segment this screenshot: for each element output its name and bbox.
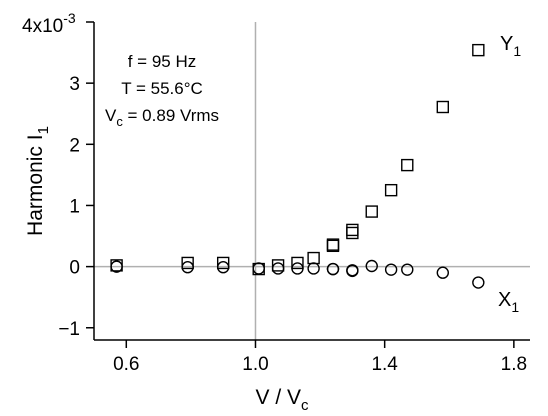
x1-circle-marker [307, 262, 320, 275]
annotation-frequency: f = 95 Hz [128, 52, 197, 71]
y-tick-label: 1 [69, 196, 80, 217]
y1-square-marker [307, 251, 320, 265]
x-tick-label: 0.6 [113, 354, 139, 375]
annotation-voltage: Vc = 0.89 Vrms [105, 106, 219, 129]
x-tick-label: 1.8 [501, 354, 527, 375]
y1-square-marker [216, 256, 230, 270]
x1-circle-marker [346, 264, 359, 278]
y1-square-marker [346, 226, 359, 240]
x1-circle-marker [216, 261, 230, 274]
y1-square-marker [326, 238, 340, 251]
x1-circle-marker [291, 262, 304, 275]
x-tick-label: 1.4 [371, 354, 398, 375]
y-scale-label: 4x10-3 [22, 10, 76, 37]
y-tick-label: 0 [69, 258, 80, 279]
y-tick-label: 3 [69, 74, 80, 95]
x1-circle-marker [436, 266, 449, 279]
series-label-x1: X1 [498, 289, 519, 315]
y1-square-marker [472, 43, 485, 57]
y1-square-marker [346, 223, 359, 237]
x1-circle-marker [472, 276, 485, 289]
y-tick-label: −1 [58, 319, 80, 340]
x-tick-label: 1.0 [242, 354, 268, 375]
y1-square-marker [384, 183, 398, 197]
x1-circle-marker [326, 262, 340, 276]
x1-circle-marker [401, 263, 414, 276]
x-ticks: 0.6 1.0 1.4 1.8 [113, 340, 527, 375]
x1-circle-marker [365, 259, 378, 273]
y1-square-marker [401, 158, 414, 172]
y1-square-marker [291, 256, 304, 270]
y1-square-marker [271, 259, 285, 272]
data-markers [110, 43, 485, 289]
axes [93, 22, 530, 341]
x1-circle-marker [252, 262, 265, 275]
y1-square-marker [181, 256, 194, 270]
y-tick-label: 2 [69, 135, 80, 156]
reference-lines [94, 22, 530, 340]
y-ticks: −1 0 1 2 3 [58, 21, 94, 340]
annotation-temperature: T = 55.6°C [121, 79, 203, 98]
x1-circle-marker [384, 263, 398, 276]
annotation-block: f = 95 Hz T = 55.6°C Vc = 0.89 Vrms [105, 52, 219, 129]
x1-circle-marker [271, 262, 285, 275]
y1-square-marker [365, 205, 378, 218]
x1-circle-marker [110, 260, 123, 273]
x1-circle-marker [181, 261, 194, 274]
y-axis-title: Harmonic I1 [24, 126, 52, 236]
y1-square-marker [436, 100, 449, 114]
x-axis-title: V / Vc [255, 386, 309, 414]
series-label-y1: Y1 [500, 33, 521, 59]
